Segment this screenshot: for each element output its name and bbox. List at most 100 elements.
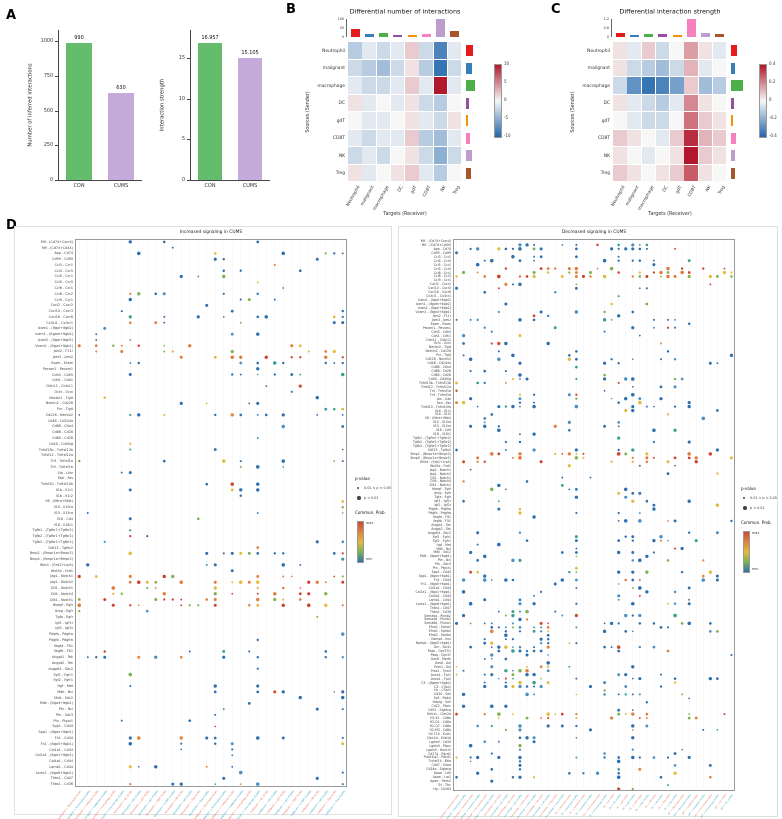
heat-cell	[670, 147, 684, 164]
heat-strength-y-title-text: Sources (Sender)	[570, 91, 576, 133]
lr-pair-label-text: Ccl6 - Ccr1	[433, 270, 451, 275]
lr-pair-label-text: Mdk - (Itga4+Itgb1)	[39, 701, 73, 706]
lr-pair-label-text: Tgfb2 - (Tgfbr1+Tgfbr2)	[413, 440, 451, 444]
lr-pair-label-text: Ccl5 - Ccr1	[433, 262, 451, 267]
heat-row-label-text: CD8T	[333, 135, 345, 141]
plot-frame	[453, 239, 735, 791]
lr-pair-label-text: Hc - C5ar1	[434, 688, 451, 693]
pvalue-legend-dot	[743, 506, 747, 510]
panel-label-a: A	[6, 8, 17, 23]
heat-cell	[447, 59, 462, 77]
heat-cell	[376, 129, 391, 147]
heat-row-label-text: NK	[603, 153, 610, 158]
plot-frame	[75, 239, 347, 787]
top-marginal-bar	[364, 33, 374, 37]
lr-pair-label-text: Lgals9 - Havcr2	[426, 747, 451, 752]
lr-pair-label-text: Il1b - Il1r2	[55, 493, 73, 498]
heat-strength-x-title-text: Targets (Receiver)	[648, 211, 692, 217]
heat-col-label-text: malignant	[624, 184, 641, 207]
heat-cell	[405, 59, 419, 77]
lr-pair-label-text: Tnf - Tnfrsf1b	[50, 464, 73, 469]
lr-pair-label-text: Tgfb1 - (Tgfbr1+Tgfbr2)	[413, 436, 451, 440]
lr-pair-label-text: Fn1 - (Itga5+Itgb1)	[420, 582, 451, 586]
lr-pair-label-text: Il1b - Il1r1	[55, 487, 73, 492]
lr-pair-label-text: Fgf1 - Fgfr1	[432, 534, 451, 539]
lr-pair-label-text: Pros1 - Tyro3	[430, 668, 451, 673]
lr-pair-label-text: Icam1 - (Itgam+Itgb2)	[35, 332, 73, 336]
heat-row-label-text: macrophage	[317, 83, 345, 88]
lr-pair-label-text: Lamb1 - Cd44	[49, 764, 73, 769]
heat-cell	[447, 164, 462, 182]
heat-cell	[376, 42, 391, 59]
bar-category-label-text: CON	[204, 182, 216, 189]
heat-cell	[627, 112, 641, 129]
heat-cell	[641, 164, 656, 182]
heat-cell	[348, 94, 362, 112]
top-bar-axis	[346, 19, 347, 37]
heat-cell	[348, 129, 362, 147]
lr-pair-label-text: Tgfa - Egfr	[434, 495, 451, 499]
lr-pair-label-text: Spp1 - Cd44	[52, 724, 73, 729]
lr-pair-label-text: Icam1 - (Itgam+Itgb2)	[415, 302, 451, 306]
heat-cell	[362, 42, 376, 59]
heat-cell	[684, 94, 698, 112]
lr-pair-label-text: Il15 - Il15ra	[432, 424, 451, 428]
colorbar-tick-label-text: -0.4	[769, 133, 777, 138]
lr-pair-label-text: Angpt1 - Tek	[52, 655, 73, 659]
lr-pair-label-text: Spp1 - Cd44	[431, 570, 451, 574]
heat-cell	[684, 147, 698, 164]
lr-pair-label-text: Vegfb - Flt1	[432, 518, 451, 523]
lr-pair-label-text: Tnf - Tnfrsf1a	[50, 458, 73, 463]
lr-pair-label-text: Bmp2 - (Bmpr1a+Bmpr2)	[410, 451, 451, 456]
lr-pair-label-text: Cxcl2 - Cxcr2	[430, 282, 451, 286]
heat-row-label-text: Neutrophil	[322, 48, 345, 53]
lr-pair-label-text: H2-D1 - Cd8a	[429, 720, 451, 724]
heat-cell	[627, 164, 641, 182]
lr-pair-label-text: Cd226 - Nectin2	[45, 412, 73, 417]
lr-pair-label-text: Selplg - Sell	[432, 700, 451, 704]
heat-colorbar	[759, 64, 767, 138]
lr-pair-label-text: Mif - (Cd74+Cd44)	[421, 242, 451, 247]
lr-pair-label-text: Jag1 - Notch1	[50, 574, 73, 579]
lr-pair-label-text: Dlk1 - Notch1	[429, 483, 451, 487]
lr-pair-label-text: Cx3cl1 - Cx3cr1	[426, 294, 451, 298]
lr-pair-label-text: Fasl - Fas	[57, 476, 73, 481]
colorbar-tick-label-text: -10	[504, 133, 511, 138]
y-tick-mark	[187, 139, 190, 141]
lr-pair-label-text: Tnfsf10 - Tnfrsf10b	[40, 482, 73, 486]
top-bar-tick-label-text: 1.2	[603, 16, 609, 21]
heat-cell	[641, 77, 656, 94]
heat-cell	[433, 42, 448, 59]
lr-pair-label-text: Cd86 - Cd28	[431, 369, 451, 373]
pvalue-legend-dot	[743, 497, 745, 499]
lr-pair-label-text: Nectin2 - Tigit	[49, 395, 73, 400]
bar-interactions-x-axis	[58, 180, 142, 181]
lr-pair-label-text: Thbs1 - Cd47	[430, 605, 451, 610]
lr-pair-label-text: Ptn - Sdc3	[434, 562, 451, 566]
lr-pair-label-text: Angpt2 - Tek	[52, 660, 73, 665]
heat-cell	[684, 42, 698, 59]
lr-pair-label-text: Ltb - Ltbr	[57, 470, 73, 475]
lr-pair-label-text: Cdh1 - Cdh1	[52, 378, 73, 382]
top-bar-tick-label-text: 0.6	[603, 25, 609, 30]
lr-pair-label-text: Efnb2 - Ephb4	[428, 633, 451, 637]
lr-pair-label-text: Nampt - (Itga5+Itgb1)	[415, 641, 451, 645]
heat-cell	[447, 77, 462, 94]
lr-pair-label-text: Clec2d - Klrb1b	[426, 735, 451, 740]
top-bar-tick-label-text: 100	[337, 16, 344, 21]
lr-pair-label-text: Hbegf - Egfr	[432, 487, 451, 491]
y-tick-mark	[55, 110, 58, 112]
lr-pair-label-text: Lamc1 - (Itga6+Itgb1)	[415, 601, 451, 606]
heat-number-y-title-text: Sources (Sender)	[305, 91, 311, 133]
lr-pair-label-text: C3 - (Itgam+Itgb2)	[421, 680, 451, 685]
right-marginal-bar	[731, 97, 734, 109]
lr-pair-label-text: Ptn - Sdc3	[55, 712, 73, 717]
lr-pair-label-text: Cd22 - Ptprc	[431, 704, 451, 708]
y-tick-mark	[187, 180, 190, 181]
heat-row-label-text: malignant	[587, 65, 610, 71]
lr-pair-label-text: Cd47 - Sirpa	[431, 763, 451, 767]
lr-pair-label-text: Cd86 - Ctla4	[52, 424, 73, 429]
lr-pair-label-text: Angpt1 - Tek	[431, 522, 451, 527]
lr-pair-label-text: Ccl9 - Ccr1	[433, 278, 451, 282]
